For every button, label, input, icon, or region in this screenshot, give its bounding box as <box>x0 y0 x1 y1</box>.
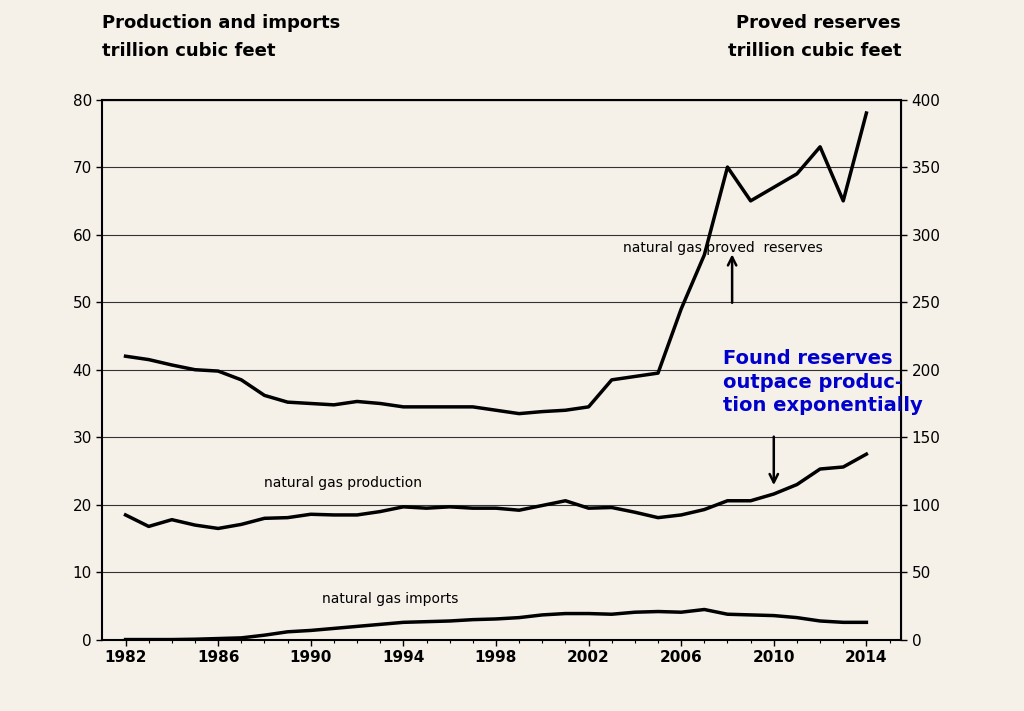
Text: Proved reserves: Proved reserves <box>736 14 901 32</box>
Text: Found reserves
outpace produc-
tion exponentially: Found reserves outpace produc- tion expo… <box>723 350 923 415</box>
Text: trillion cubic feet: trillion cubic feet <box>102 43 275 60</box>
Text: Production and imports: Production and imports <box>102 14 341 32</box>
Text: natural gas proved  reserves: natural gas proved reserves <box>624 241 823 255</box>
Text: trillion cubic feet: trillion cubic feet <box>728 43 901 60</box>
Text: natural gas production: natural gas production <box>264 476 423 490</box>
Text: natural gas imports: natural gas imports <box>323 592 459 606</box>
